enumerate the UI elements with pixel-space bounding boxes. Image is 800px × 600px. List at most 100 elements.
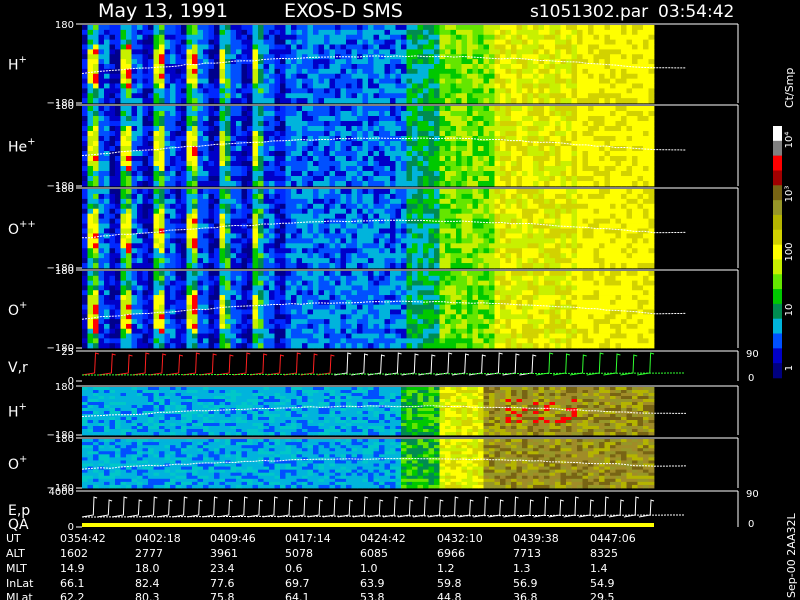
table-cell: 0.6 [285, 562, 303, 575]
table-cell: 1602 [60, 547, 88, 560]
y-tick-top: 180 [55, 20, 74, 31]
y-tick-top: 25 [61, 347, 74, 358]
colorbar-segment [773, 318, 782, 334]
table-cell: 54.9 [590, 577, 615, 590]
table-cell: 6966 [437, 547, 465, 560]
colorbar-segment [773, 170, 782, 186]
panel-label-o-plus: O+180−180 [8, 266, 74, 354]
y-tick-bottom: −180 [47, 98, 74, 109]
panel-species-label: O+ [8, 300, 27, 319]
colorbar-segment [773, 200, 782, 216]
table-cell: 80.3 [135, 591, 160, 600]
panel-o-plusplus [76, 187, 739, 269]
panel-label-o-plus-2: O+ 180 −180 [8, 434, 74, 494]
colorbar-segment [773, 214, 782, 231]
panel-species-charge: + [19, 402, 27, 413]
table-cell: 1.3 [513, 562, 531, 575]
table-cell: 23.4 [210, 562, 235, 575]
colorbar-segment [773, 259, 782, 275]
panel-species-label: V,r [8, 360, 28, 376]
table-cell: 0439:38 [513, 532, 559, 545]
colorbar-segment [773, 126, 782, 142]
table-cell: 75.8 [210, 591, 235, 600]
colorbar: 1 10 100 10³ 10⁴ [773, 126, 795, 379]
table-cell: 59.8 [437, 577, 462, 590]
table-row-mlt: MLT 14.9 18.0 23.4 0.6 1.0 1.2 1.3 1.4 [6, 562, 608, 575]
table-cell: 82.4 [135, 577, 160, 590]
table-cell: 53.8 [360, 591, 385, 600]
colorbar-segment [773, 244, 782, 260]
table-row-ut: UT 0354:42 0402:18 0409:46 0417:14 0424:42 043… [6, 532, 636, 545]
table-cell: 14.9 [60, 562, 85, 575]
panel-label-ep: E,pQA 4000 0 90 0 [8, 487, 759, 533]
instrument-title: EXOS-D SMS [284, 0, 403, 22]
panel-species-label: H+ [8, 402, 27, 421]
colorbar-segment [773, 140, 782, 156]
colorbar-segment [773, 303, 782, 319]
table-cell: 3961 [210, 547, 238, 560]
panel-label-h-plus: H+180−180 [8, 20, 74, 109]
right-tick-top: 90 [746, 349, 759, 360]
y-tick-top: 4000 [49, 487, 74, 498]
y-tick-top: 180 [55, 434, 74, 445]
table-cell: 1.2 [437, 562, 455, 575]
panel-species-charge: + [27, 137, 35, 148]
panel-h-plus-2 [76, 385, 739, 436]
table-cell: 44.8 [437, 591, 462, 600]
table-cell: 8325 [590, 547, 618, 560]
colorbar-tick-label: 10³ [784, 186, 795, 203]
table-cell: 5078 [285, 547, 313, 560]
panel-h-plus [76, 23, 739, 104]
table-row-label: MLT [6, 562, 27, 575]
colorbar-tick-label: 10 [784, 304, 795, 317]
panel-label-vr: V,r 25 0 90 0 [8, 347, 759, 387]
table-row-label: MLat [6, 591, 33, 600]
table-cell: 0409:46 [210, 532, 256, 545]
table-row-alt: ALT 1602 2777 3961 5078 6085 6966 7713 8325 [6, 547, 618, 560]
y-tick-bottom: −180 [47, 263, 74, 274]
table-cell: 0447:06 [590, 532, 636, 545]
table-cell: 36.8 [513, 591, 538, 600]
file-name: s1051302.par [530, 2, 648, 22]
ephemeris-table: UT 0354:42 0402:18 0409:46 0417:14 0424:42 043… [6, 532, 636, 600]
panel-he-plus [76, 104, 739, 187]
panel-species-label: H+ [8, 55, 27, 74]
table-row-inlat: InLat 66.1 82.4 77.6 69.7 63.9 59.8 56.9 54.9 [6, 577, 615, 590]
table-cell: 0424:42 [360, 532, 406, 545]
table-cell: 69.7 [285, 577, 310, 590]
panel-ep [76, 490, 739, 528]
panel-species-label: O++ [8, 219, 36, 238]
colorbar-unit: Ct/Smp [783, 68, 796, 108]
y-tick-top: 180 [55, 101, 74, 112]
right-tick-top: 90 [746, 489, 759, 500]
table-cell: 29.5 [590, 591, 615, 600]
y-tick-bottom: −180 [47, 181, 74, 192]
y-tick-bottom: −180 [47, 483, 74, 494]
panel-label-qa: QA [8, 517, 29, 533]
panel-o-plus-2 [76, 437, 739, 489]
y-tick-top: 180 [55, 382, 74, 393]
panels-group [76, 23, 739, 528]
panel-label-he-plus: He+180−180 [8, 101, 74, 192]
table-cell: 62.2 [60, 591, 85, 600]
table-cell: 1.4 [590, 562, 608, 575]
colorbar-segment [773, 363, 782, 379]
table-cell: 7713 [513, 547, 541, 560]
table-row-label: InLat [6, 577, 34, 590]
table-cell: 6085 [360, 547, 388, 560]
table-cell: 0402:18 [135, 532, 181, 545]
right-tick-bottom: 0 [748, 373, 754, 384]
table-cell: 66.1 [60, 577, 85, 590]
colorbar-tick-label: 1 [784, 365, 795, 371]
panel-label-h-plus-2: H+ 180 −180 [8, 382, 74, 441]
colorbar-segment [773, 333, 782, 349]
table-cell: 0354:42 [60, 532, 106, 545]
table-cell: 0432:10 [437, 532, 483, 545]
panel-label-o-plusplus: O++180−180 [8, 184, 74, 274]
table-cell: 2777 [135, 547, 163, 560]
y-tick-bottom: −180 [47, 430, 74, 441]
colorbar-tick-label: 10⁴ [784, 132, 795, 149]
panel-species-charge: + [19, 454, 27, 465]
table-cell: 0417:14 [285, 532, 331, 545]
